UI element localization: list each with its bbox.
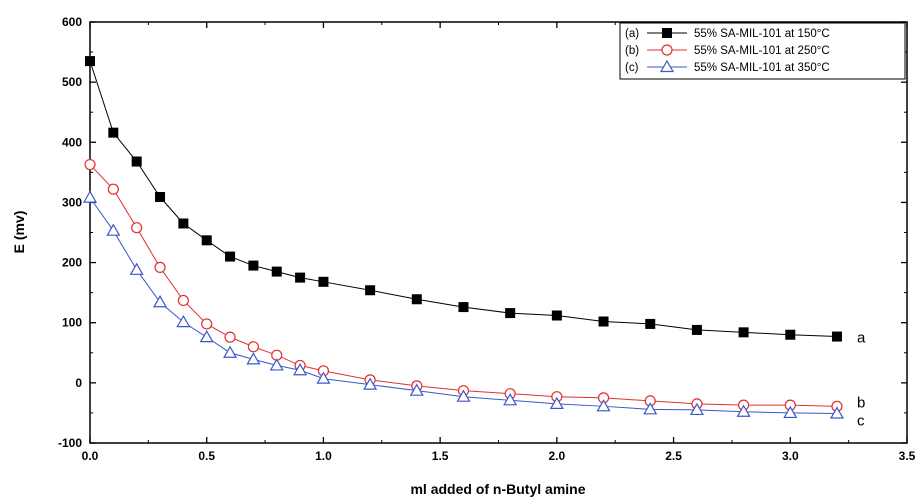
data-point bbox=[295, 272, 306, 283]
x-tick-label: 0.0 bbox=[82, 449, 99, 463]
y-tick-label: 0 bbox=[75, 376, 82, 390]
data-point bbox=[318, 276, 329, 287]
legend-prefix: (c) bbox=[625, 62, 639, 74]
y-tick-label: 400 bbox=[62, 135, 82, 149]
data-point bbox=[549, 396, 564, 410]
x-tick-label: 1.5 bbox=[432, 449, 449, 463]
data-point bbox=[596, 399, 611, 412]
data-point bbox=[178, 218, 189, 229]
data-point bbox=[82, 190, 98, 203]
series-line bbox=[89, 164, 837, 407]
data-point bbox=[738, 327, 749, 338]
data-point bbox=[225, 251, 236, 262]
data-point bbox=[736, 404, 751, 417]
data-point bbox=[505, 308, 516, 319]
data-point bbox=[643, 402, 658, 415]
data-point bbox=[645, 318, 656, 329]
legend-prefix: (b) bbox=[625, 45, 639, 57]
data-point bbox=[458, 302, 469, 313]
y-tick-label: 200 bbox=[62, 256, 82, 270]
data-point bbox=[154, 261, 166, 273]
data-point bbox=[831, 331, 842, 342]
data-point bbox=[689, 402, 704, 416]
data-point bbox=[248, 260, 259, 271]
x-tick-label: 2.0 bbox=[549, 449, 566, 463]
data-point bbox=[269, 358, 284, 371]
legend-entry: (a) 55% SA-MIL-101 at 150°C bbox=[625, 28, 830, 40]
data-point bbox=[659, 59, 675, 73]
y-tick-label: 300 bbox=[62, 195, 82, 209]
x-axis-title: ml added of n-Butyl amine bbox=[410, 481, 585, 497]
data-point bbox=[411, 294, 422, 305]
y-tick-label: -100 bbox=[58, 436, 82, 450]
data-point bbox=[316, 371, 331, 384]
y-tick-label: 600 bbox=[62, 15, 82, 29]
axis-ticks: 0.0 0.5 1.0 1.5 2.0 2.5 3.0 3.5 -100 0 100 200 300 40… bbox=[58, 15, 916, 463]
y-tick-label: 500 bbox=[62, 75, 82, 89]
plot-area-frame bbox=[89, 21, 908, 444]
legend-prefix: (a) bbox=[625, 28, 639, 40]
data-point bbox=[247, 341, 259, 353]
data-point bbox=[223, 345, 238, 358]
series-a: a bbox=[85, 56, 866, 347]
data-point bbox=[456, 389, 471, 402]
series-b: b bbox=[84, 158, 865, 412]
data-point bbox=[131, 156, 142, 167]
data-point bbox=[662, 28, 672, 38]
data-point bbox=[199, 329, 214, 343]
data-point bbox=[201, 235, 212, 246]
data-point bbox=[106, 223, 121, 236]
series-c: c bbox=[82, 190, 865, 430]
data-point bbox=[176, 314, 191, 328]
data-point bbox=[829, 406, 845, 419]
data-point bbox=[271, 266, 282, 277]
series-end-label: a bbox=[857, 330, 866, 347]
data-point bbox=[131, 222, 143, 234]
x-tick-label: 3.0 bbox=[782, 449, 799, 463]
legend: (a) 55% SA-MIL-101 at 150°C (b) 55% SA-MIL-… bbox=[619, 22, 906, 80]
data-point bbox=[177, 294, 189, 307]
data-point bbox=[598, 316, 609, 327]
data-point bbox=[661, 44, 673, 56]
x-tick-label: 0.5 bbox=[198, 449, 215, 463]
data-point bbox=[224, 331, 236, 343]
data-point bbox=[201, 318, 213, 330]
y-axis-title: E (mv) bbox=[11, 211, 27, 254]
data-point bbox=[363, 377, 378, 390]
x-tick-label: 1.0 bbox=[315, 449, 332, 463]
series-end-label: c bbox=[857, 413, 865, 430]
y-tick-label: 100 bbox=[62, 316, 82, 330]
x-tick-label: 2.5 bbox=[665, 449, 682, 463]
legend-label: 55% SA-MIL-101 at 150°C bbox=[694, 28, 830, 40]
data-point bbox=[551, 310, 562, 321]
data-point bbox=[107, 183, 119, 195]
data-point bbox=[85, 56, 95, 67]
data-point bbox=[152, 295, 168, 308]
data-point bbox=[84, 158, 96, 171]
data-point bbox=[108, 127, 119, 138]
legend-entry: (b) 55% SA-MIL-101 at 250°C bbox=[625, 44, 830, 57]
series-line bbox=[89, 60, 837, 338]
data-point bbox=[783, 405, 798, 419]
data-point bbox=[691, 324, 702, 335]
legend-entry: (c) 55% SA-MIL-101 at 350°C bbox=[625, 59, 830, 74]
data-point bbox=[155, 192, 166, 203]
data-point bbox=[293, 363, 308, 376]
data-point bbox=[365, 285, 376, 296]
data-point bbox=[129, 262, 144, 275]
data-point bbox=[409, 383, 424, 396]
data-point bbox=[503, 393, 518, 406]
legend-label: 55% SA-MIL-101 at 250°C bbox=[694, 45, 830, 57]
series-layer: a bc bbox=[82, 56, 866, 430]
data-point bbox=[246, 352, 261, 365]
series-end-label: b bbox=[857, 394, 865, 411]
data-point bbox=[785, 329, 796, 340]
series-line bbox=[89, 197, 837, 415]
legend-label: 55% SA-MIL-101 at 350°C bbox=[694, 62, 830, 74]
x-tick-label: 3.5 bbox=[899, 449, 916, 463]
